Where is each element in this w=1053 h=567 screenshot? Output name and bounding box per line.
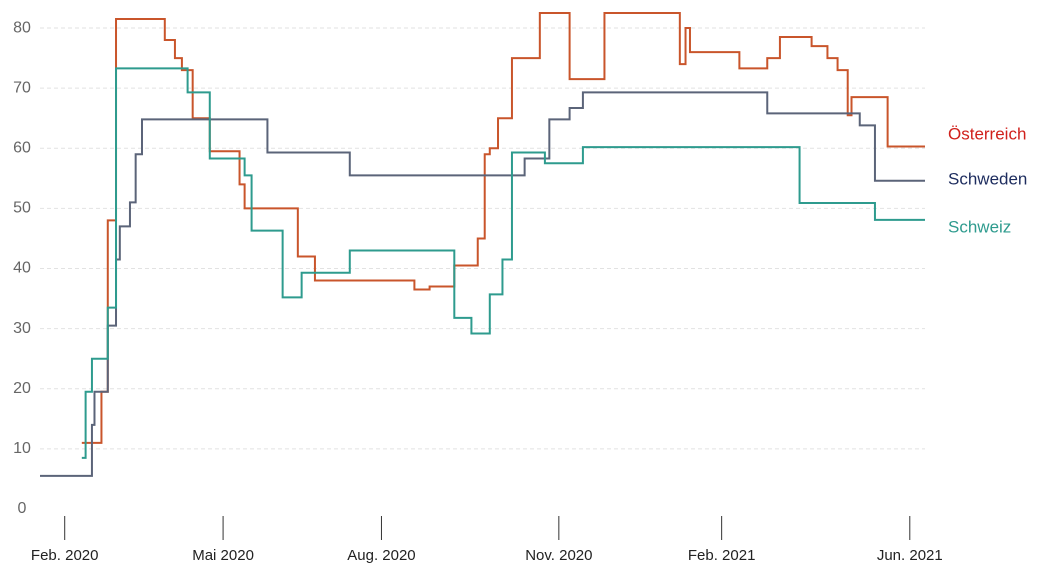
y-tick-label: 0	[18, 500, 27, 517]
y-tick-label: 70	[13, 79, 31, 96]
y-tick-label: 50	[13, 200, 31, 217]
y-tick-label: 80	[13, 19, 31, 36]
x-tick-label: Jun. 2021	[877, 547, 943, 564]
series-label: Österreich	[948, 124, 1026, 143]
series-label: Schweiz	[948, 217, 1011, 236]
series-line	[81, 12, 925, 444]
series-line	[81, 67, 925, 459]
x-tick-label: Feb. 2021	[688, 547, 756, 564]
x-tick-label: Aug. 2020	[347, 547, 415, 564]
x-tick-label: Nov. 2020	[525, 547, 592, 564]
y-tick-label: 20	[13, 380, 31, 397]
x-tick-label: Feb. 2020	[31, 547, 99, 564]
series-line	[40, 91, 925, 477]
y-tick-label: 10	[13, 440, 31, 457]
x-tick-label: Mai 2020	[192, 547, 254, 564]
series-label: Schweden	[948, 169, 1027, 188]
y-tick-label: 30	[13, 320, 31, 337]
y-tick-label: 60	[13, 139, 31, 156]
y-tick-label: 40	[13, 260, 31, 277]
